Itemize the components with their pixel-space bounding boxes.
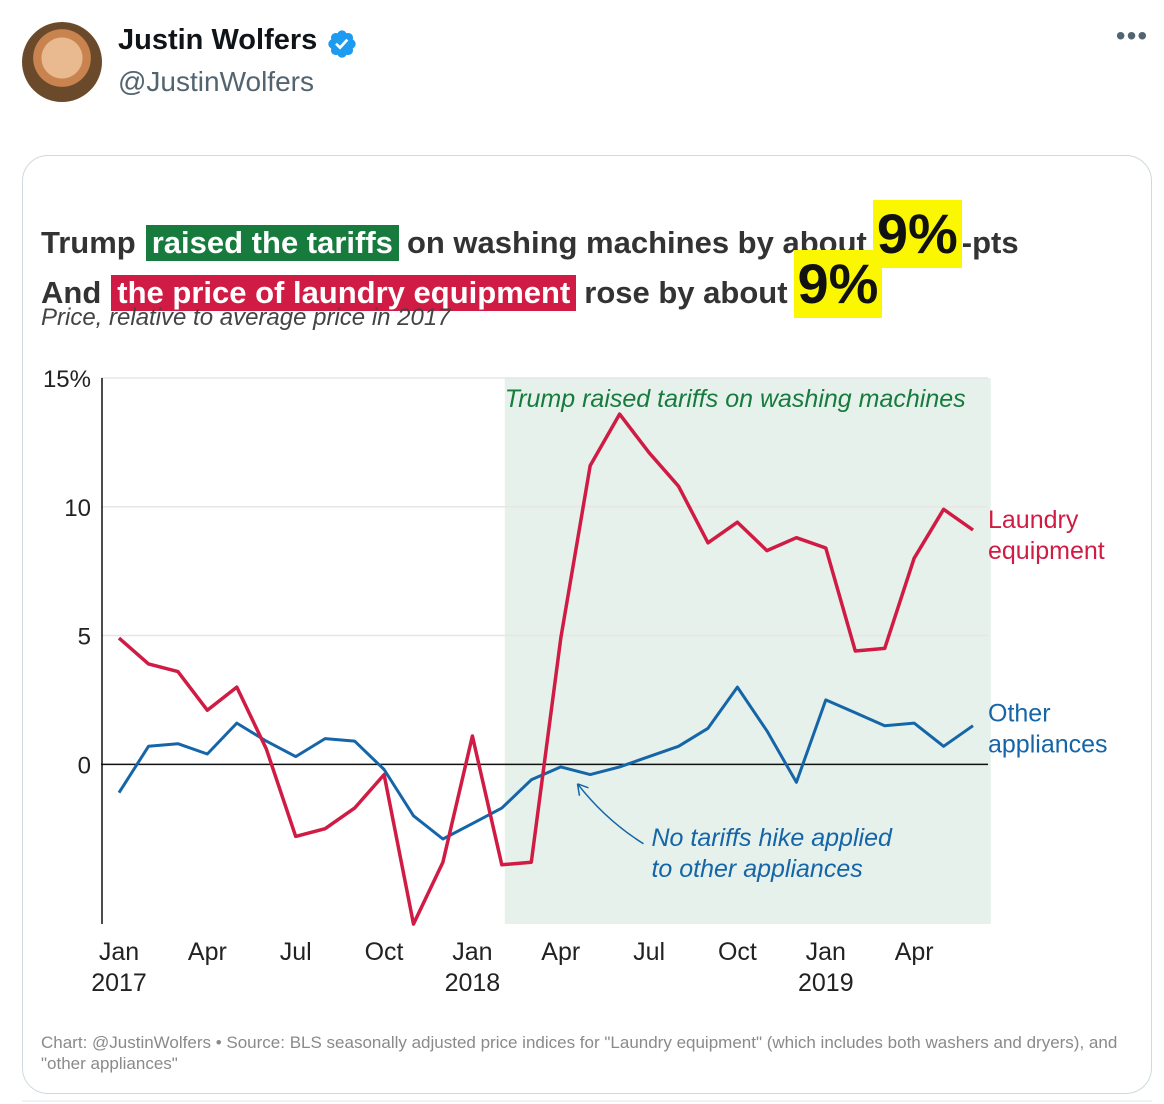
annotation-arrow (576, 783, 644, 845)
x-tick: Apr (188, 938, 227, 966)
divider (22, 1100, 1152, 1102)
x-tick: Jan 2017 (91, 938, 147, 996)
x-tick-month: Apr (188, 938, 227, 966)
series-label-line: Other (988, 700, 1051, 728)
x-tick: Jan 2019 (798, 938, 854, 996)
headline-1-middle: on washing machines by about (406, 225, 867, 260)
x-tick-month: Oct (365, 938, 404, 966)
x-tick-month: Jan (806, 938, 846, 966)
headline-2-big-number: 9% (793, 250, 883, 318)
line-chart: 15% 10 5 0 Jan 2017 Apr Jul Oct Jan 2018 Apr Jul Oct… (43, 366, 1108, 996)
series-label-line: appliances (988, 731, 1108, 759)
x-tick-month: Apr (541, 938, 580, 966)
x-tick: Oct (365, 938, 404, 966)
y-tick-label: 10 (64, 495, 91, 522)
chart-source-footer: Chart: @JustinWolfers • Source: BLS seas… (41, 1033, 1118, 1073)
x-tick: Apr (541, 938, 580, 966)
author-handle[interactable]: @JustinWolfers (118, 66, 314, 97)
chart-card[interactable]: Trump raised the tariffs on washing mach… (22, 155, 1152, 1094)
y-tick-label: 5 (78, 624, 91, 651)
series-label-laundry-equipment: Laundry equipment (988, 506, 1105, 565)
x-tick-month: Jul (633, 938, 665, 966)
series-label-line: equipment (988, 537, 1105, 565)
more-options-icon[interactable]: ••• (1115, 20, 1149, 51)
y-tick-label: 15% (43, 366, 91, 393)
x-tick: Jan 2018 (445, 938, 501, 996)
annotation-text: No tariffs hike applied (651, 824, 893, 852)
x-tick-year: 2017 (91, 969, 147, 996)
headline-1-prefix: Trump (41, 225, 136, 260)
x-tick-month: Jul (280, 938, 312, 966)
series-label-line: Laundry (988, 506, 1079, 534)
x-tick-year: 2019 (798, 969, 854, 996)
headline-2-prefix: And (41, 275, 102, 310)
series-line-laundry-equipment (117, 412, 975, 926)
x-tick: Oct (718, 938, 757, 966)
x-tick: Jul (633, 938, 665, 966)
verified-badge-icon (328, 30, 356, 58)
x-tick-month: Jan (452, 938, 492, 966)
x-tick-month: Jan (99, 938, 139, 966)
headline-line-1: Trump raised the tariffs on washing mach… (41, 200, 1019, 268)
tariff-period-band (504, 378, 991, 924)
headline-2-middle: rose by about (584, 275, 788, 310)
headline-1-suffix: -pts (961, 225, 1019, 260)
series-label-other-appliances: Other appliances (988, 700, 1108, 759)
x-tick-month: Apr (895, 938, 934, 966)
x-tick-year: 2018 (445, 969, 501, 996)
annotation-text: to other appliances (651, 855, 862, 883)
headline-1-green-highlight: raised the tariffs (145, 225, 399, 261)
author-avatar[interactable] (22, 22, 102, 102)
headline-2-red-highlight: the price of laundry equipment (111, 275, 577, 311)
x-tick-month: Oct (718, 938, 757, 966)
author-name[interactable]: Justin Wolfers (118, 24, 318, 56)
tariff-period-label: Trump raised tariffs on washing machines (505, 385, 966, 413)
x-tick: Jul (280, 938, 312, 966)
y-tick-label: 0 (78, 752, 91, 779)
headline-line-2: And the price of laundry equipment rose … (41, 250, 883, 318)
headline-1-big-number: 9% (872, 200, 962, 268)
x-tick: Apr (895, 938, 934, 966)
chart-subtitle: Price, relative to average price in 2017 (41, 304, 451, 331)
